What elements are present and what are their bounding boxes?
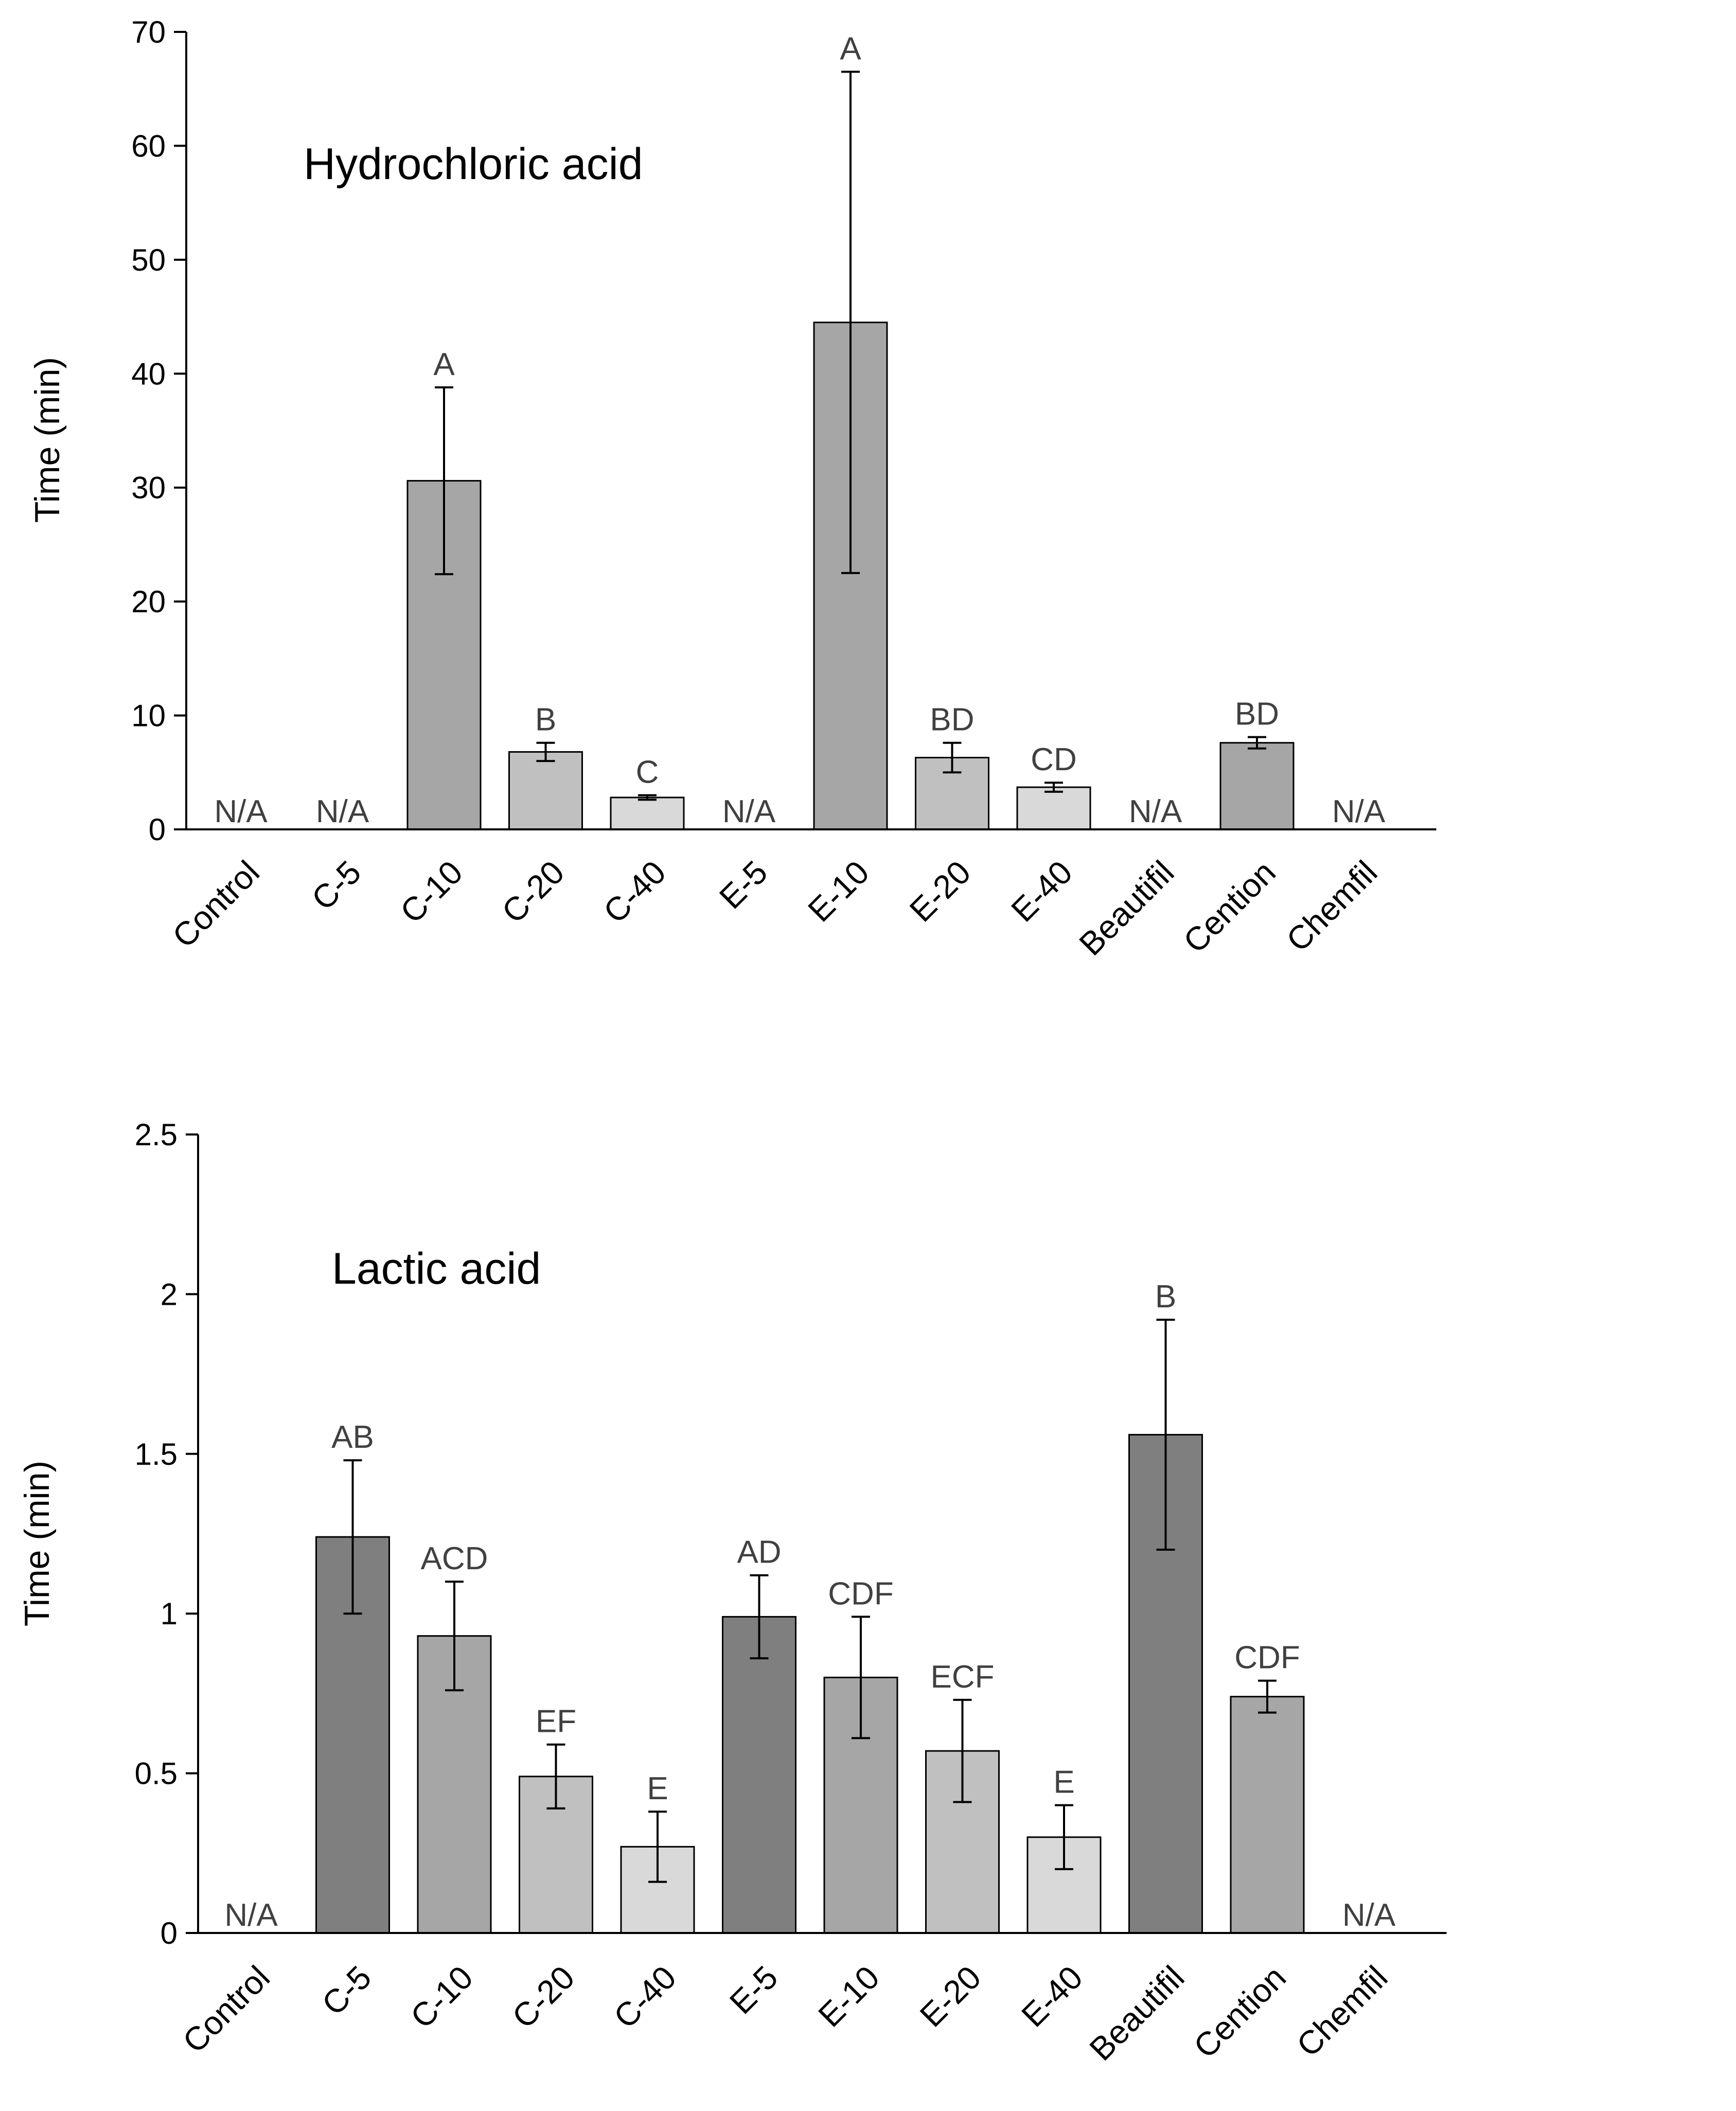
na-label: N/A: [214, 794, 268, 829]
error-bar: [1044, 782, 1063, 793]
error-bar: [445, 1581, 464, 1692]
error-bar: [953, 1698, 972, 1803]
na-label: N/A: [316, 794, 369, 829]
bar: [508, 751, 583, 830]
significance-letter: A: [840, 31, 861, 67]
y-tick-label: 0.5: [135, 1757, 178, 1791]
bar: [1219, 742, 1295, 830]
significance-letters: A B C A BD CD BD: [433, 31, 1279, 790]
y-tick-label: 1.5: [135, 1437, 178, 1471]
y-tick-label: 70: [131, 15, 166, 49]
y-tick-label: 2.5: [135, 1117, 178, 1152]
error-bar: [343, 1459, 362, 1615]
axes: [185, 32, 1437, 830]
bar: [722, 1616, 796, 1934]
y-ticks: 0 10 20 30 40 50 60 70: [131, 15, 186, 847]
error-bar: [1258, 1679, 1277, 1714]
error-bar: [1248, 736, 1266, 750]
significance-letter: E: [647, 1771, 668, 1806]
error-bars: [343, 1319, 1277, 1883]
significance-letters: AB ACD EF E AD CDF ECF E B CDF: [331, 1279, 1300, 1806]
chart-title: Lactic acid: [332, 1244, 541, 1293]
error-bar: [536, 741, 555, 762]
error-bar: [750, 1574, 769, 1660]
y-axis-label: Time (min): [17, 1461, 57, 1626]
significance-letter: AD: [737, 1535, 781, 1570]
y-tick-label: 60: [131, 129, 166, 163]
significance-letter: CDF: [1234, 1640, 1300, 1676]
significance-letter: E: [1053, 1765, 1074, 1800]
y-tick-label: 0: [149, 812, 166, 847]
significance-letter: ACD: [421, 1541, 488, 1576]
na-labels: N/A N/A N/A N/A N/A: [214, 794, 1386, 829]
bars: [406, 322, 1295, 830]
significance-letter: ECF: [931, 1659, 995, 1695]
error-bar: [1156, 1319, 1175, 1551]
error-bar: [852, 1616, 870, 1740]
na-label: N/A: [224, 1897, 278, 1933]
axes: [197, 1134, 1447, 1934]
y-tick-label: 10: [131, 699, 166, 733]
error-bar: [435, 386, 453, 575]
error-bar: [648, 1811, 667, 1883]
error-bar: [841, 70, 860, 574]
error-bar: [638, 794, 657, 801]
significance-letter: BD: [930, 702, 974, 738]
y-axis-label: Time (min): [28, 357, 67, 523]
y-tick-label: 30: [131, 471, 166, 505]
y-tick-label: 40: [131, 357, 166, 391]
y-tick-label: 50: [131, 243, 166, 277]
na-label: N/A: [1342, 1897, 1396, 1933]
bar: [610, 796, 685, 830]
y-tick-label: 1: [161, 1596, 178, 1631]
significance-letter: B: [535, 702, 556, 738]
y-tick-label: 0: [161, 1916, 178, 1950]
significance-letter: A: [433, 347, 455, 382]
chart-title: Hydrochloric acid: [304, 139, 643, 189]
error-bars: [435, 70, 1266, 801]
na-labels: N/A N/A: [224, 1897, 1396, 1933]
y-tick-label: 20: [131, 584, 166, 619]
significance-letter: C: [636, 755, 659, 790]
na-label: N/A: [722, 794, 776, 829]
error-bar: [546, 1743, 565, 1810]
error-bar: [943, 741, 962, 774]
na-label: N/A: [1129, 794, 1182, 829]
bar: [1016, 786, 1091, 830]
significance-letter: EF: [536, 1704, 576, 1740]
significance-letter: B: [1155, 1279, 1176, 1315]
error-bar: [1055, 1804, 1073, 1870]
significance-letter: CDF: [828, 1576, 893, 1611]
significance-letter: AB: [331, 1420, 374, 1455]
significance-letter: CD: [1031, 742, 1077, 777]
na-label: N/A: [1332, 794, 1386, 829]
bar: [1230, 1696, 1305, 1934]
y-tick-label: 2: [161, 1277, 178, 1311]
significance-letter: BD: [1235, 697, 1279, 732]
y-ticks: 0 0.5 1 1.5 2 2.5: [135, 1117, 198, 1950]
